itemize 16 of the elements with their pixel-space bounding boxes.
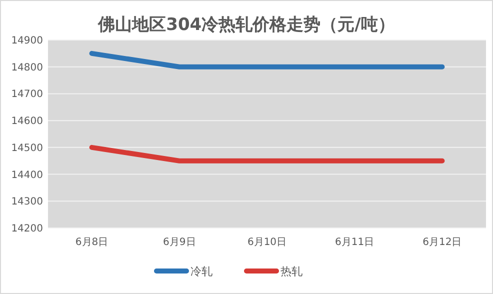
y-tick-label: 14500 <box>11 142 43 154</box>
legend-label: 冷轧 <box>190 265 212 278</box>
x-tick-label: 6月11日 <box>335 237 374 248</box>
y-tick-label: 14800 <box>11 62 43 74</box>
x-tick-label: 6月9日 <box>163 237 196 248</box>
y-tick-label: 14200 <box>11 224 43 234</box>
y-tick-label: 14700 <box>11 89 43 100</box>
x-tick-label: 6月12日 <box>422 237 462 248</box>
legend-label: 热轧 <box>280 265 302 278</box>
y-tick-label: 14900 <box>11 36 43 46</box>
y-tick-label: 14600 <box>11 116 43 128</box>
x-tick-label: 6月10日 <box>247 237 287 248</box>
y-tick-label: 14400 <box>11 170 43 181</box>
chart-title: 佛山地区304冷热轧价格走势（元/吨） <box>97 15 395 35</box>
y-tick-label: 14300 <box>11 196 43 208</box>
x-tick-label: 6月8日 <box>75 237 108 248</box>
